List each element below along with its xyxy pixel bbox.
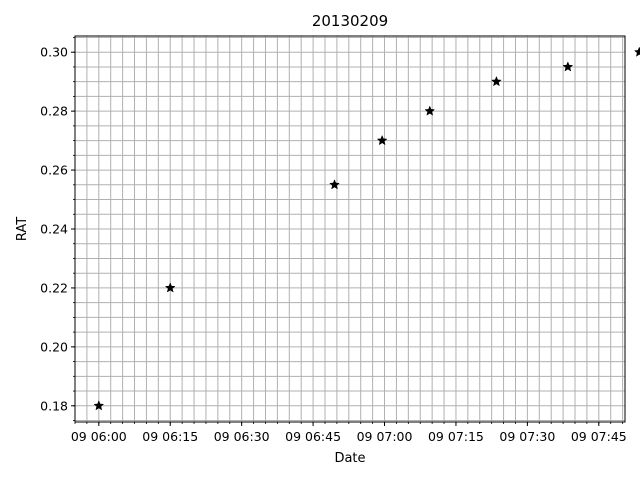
- grid: [74, 36, 625, 422]
- data-point: [376, 134, 388, 146]
- data-point: [93, 400, 105, 411]
- y-tick-label: 0.24: [40, 222, 68, 237]
- y-tick-label: 0.28: [40, 104, 68, 119]
- x-tick-label: 09 07:15: [428, 429, 484, 444]
- y-tick-label: 0.22: [40, 280, 68, 295]
- data-point: [491, 75, 502, 87]
- data-point: [424, 105, 436, 116]
- x-axis-ticks: 09 06:00 09 06:15 09 06:30 09 06:45 09 07:00…: [71, 422, 627, 444]
- data-point: [164, 282, 176, 293]
- data-point: [329, 179, 340, 190]
- y-tick-label: 0.30: [40, 45, 68, 60]
- data-point: [633, 46, 640, 57]
- y-tick-label: 0.18: [40, 398, 68, 413]
- y-axis-ticks: 0.18 0.20 0.22 0.24 0.26 0.28 0.30: [40, 37, 75, 421]
- plot-area-frame: [74, 35, 626, 423]
- x-tick-label: 09 07:00: [357, 429, 413, 444]
- x-tick-label: 09 06:15: [142, 429, 198, 444]
- y-tick-label: 0.26: [40, 163, 68, 178]
- y-axis-label: RAT: [15, 217, 30, 241]
- data-point: [562, 61, 574, 72]
- x-tick-label: 09 06:45: [285, 429, 341, 444]
- x-tick-label: 09 06:30: [214, 429, 270, 444]
- x-tick-label: 09 06:00: [71, 429, 127, 444]
- x-tick-label: 09 07:45: [571, 429, 627, 444]
- x-tick-label: 09 07:30: [499, 429, 555, 444]
- data-points: [93, 46, 640, 411]
- x-axis-label: Date: [334, 451, 365, 466]
- chart-title: 20130209: [312, 12, 388, 30]
- y-tick-label: 0.20: [40, 339, 68, 354]
